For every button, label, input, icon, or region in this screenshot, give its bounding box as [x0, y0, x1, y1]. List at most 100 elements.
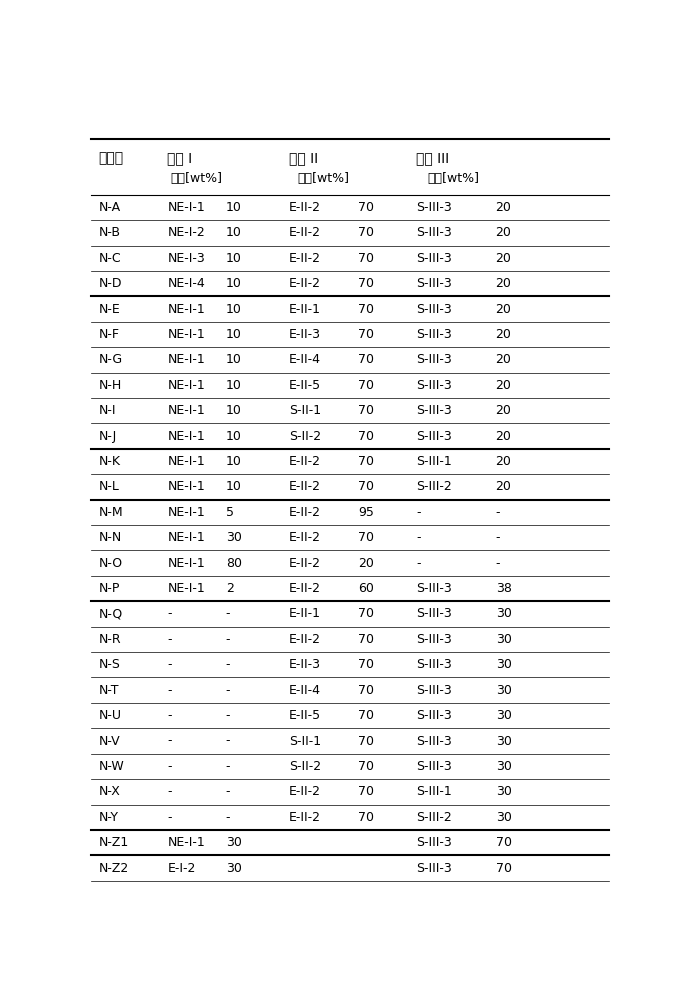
Text: E-II-2: E-II-2: [289, 811, 321, 824]
Text: -: -: [225, 633, 230, 646]
Text: 20: 20: [496, 201, 512, 214]
Text: 20: 20: [496, 277, 512, 290]
Text: E-II-2: E-II-2: [289, 201, 321, 214]
Text: 70: 70: [358, 735, 374, 748]
Text: S-III-3: S-III-3: [416, 760, 452, 773]
Text: 20: 20: [496, 252, 512, 265]
Text: N-T: N-T: [98, 684, 119, 697]
Text: S-II-1: S-II-1: [289, 404, 321, 417]
Text: S-III-3: S-III-3: [416, 252, 452, 265]
Text: E-I-2: E-I-2: [167, 862, 196, 875]
Text: 含量[wt%]: 含量[wt%]: [428, 172, 479, 185]
Text: 70: 70: [358, 785, 374, 798]
Text: E-II-2: E-II-2: [289, 506, 321, 519]
Text: 组分 II: 组分 II: [289, 151, 318, 165]
Text: 70: 70: [358, 430, 374, 443]
Text: 60: 60: [358, 582, 374, 595]
Text: S-III-3: S-III-3: [416, 430, 452, 443]
Text: 2: 2: [225, 582, 234, 595]
Text: S-III-3: S-III-3: [416, 353, 452, 366]
Text: 30: 30: [225, 836, 242, 849]
Text: NE-I-1: NE-I-1: [167, 303, 205, 316]
Text: S-III-3: S-III-3: [416, 862, 452, 875]
Text: E-II-5: E-II-5: [289, 709, 321, 722]
Text: S-II-2: S-II-2: [289, 760, 321, 773]
Text: 组分 III: 组分 III: [416, 151, 449, 165]
Text: N-K: N-K: [98, 455, 121, 468]
Text: E-II-2: E-II-2: [289, 455, 321, 468]
Text: S-III-3: S-III-3: [416, 735, 452, 748]
Text: 70: 70: [358, 811, 374, 824]
Text: 70: 70: [496, 836, 512, 849]
Text: -: -: [167, 684, 172, 697]
Text: 38: 38: [496, 582, 512, 595]
Text: -: -: [225, 658, 230, 671]
Text: 70: 70: [496, 862, 512, 875]
Text: NE-I-1: NE-I-1: [167, 328, 205, 341]
Text: 10: 10: [225, 353, 242, 366]
Text: N-R: N-R: [98, 633, 122, 646]
Text: 30: 30: [496, 684, 512, 697]
Text: 30: 30: [225, 531, 242, 544]
Text: -: -: [496, 531, 500, 544]
Text: S-II-1: S-II-1: [289, 735, 321, 748]
Text: 70: 70: [358, 328, 374, 341]
Text: -: -: [225, 760, 230, 773]
Text: NE-I-3: NE-I-3: [167, 252, 205, 265]
Text: 20: 20: [496, 379, 512, 392]
Text: S-III-3: S-III-3: [416, 303, 452, 316]
Text: -: -: [167, 633, 172, 646]
Text: -: -: [496, 557, 500, 570]
Text: N-X: N-X: [98, 785, 120, 798]
Text: 70: 70: [358, 353, 374, 366]
Text: 20: 20: [496, 480, 512, 493]
Text: NE-I-1: NE-I-1: [167, 506, 205, 519]
Text: 20: 20: [496, 328, 512, 341]
Text: 70: 70: [358, 531, 374, 544]
Text: 70: 70: [358, 303, 374, 316]
Text: 20: 20: [496, 404, 512, 417]
Text: 20: 20: [496, 430, 512, 443]
Text: N-B: N-B: [98, 226, 121, 239]
Text: E-II-4: E-II-4: [289, 684, 321, 697]
Text: 30: 30: [496, 735, 512, 748]
Text: S-III-1: S-III-1: [416, 455, 452, 468]
Text: -: -: [167, 735, 172, 748]
Text: 组分 I: 组分 I: [167, 151, 193, 165]
Text: 30: 30: [496, 811, 512, 824]
Text: 70: 70: [358, 226, 374, 239]
Text: 实施例: 实施例: [98, 151, 124, 165]
Text: 20: 20: [496, 353, 512, 366]
Text: 10: 10: [225, 252, 242, 265]
Text: E-II-2: E-II-2: [289, 582, 321, 595]
Text: -: -: [225, 811, 230, 824]
Text: NE-I-1: NE-I-1: [167, 404, 205, 417]
Text: -: -: [167, 709, 172, 722]
Text: N-P: N-P: [98, 582, 120, 595]
Text: 20: 20: [358, 557, 374, 570]
Text: N-Y: N-Y: [98, 811, 119, 824]
Text: N-U: N-U: [98, 709, 122, 722]
Text: S-III-3: S-III-3: [416, 328, 452, 341]
Text: N-S: N-S: [98, 658, 120, 671]
Text: 10: 10: [225, 277, 242, 290]
Text: N-G: N-G: [98, 353, 123, 366]
Text: N-D: N-D: [98, 277, 122, 290]
Text: 10: 10: [225, 303, 242, 316]
Text: E-II-2: E-II-2: [289, 785, 321, 798]
Text: NE-I-1: NE-I-1: [167, 430, 205, 443]
Text: N-Z2: N-Z2: [98, 862, 129, 875]
Text: E-II-5: E-II-5: [289, 379, 321, 392]
Text: 30: 30: [496, 658, 512, 671]
Text: S-III-1: S-III-1: [416, 785, 452, 798]
Text: E-II-4: E-II-4: [289, 353, 321, 366]
Text: 10: 10: [225, 455, 242, 468]
Text: 70: 70: [358, 658, 374, 671]
Text: 70: 70: [358, 379, 374, 392]
Text: -: -: [167, 760, 172, 773]
Text: N-J: N-J: [98, 430, 117, 443]
Text: 10: 10: [225, 430, 242, 443]
Text: 70: 70: [358, 455, 374, 468]
Text: S-III-2: S-III-2: [416, 480, 452, 493]
Text: NE-I-1: NE-I-1: [167, 455, 205, 468]
